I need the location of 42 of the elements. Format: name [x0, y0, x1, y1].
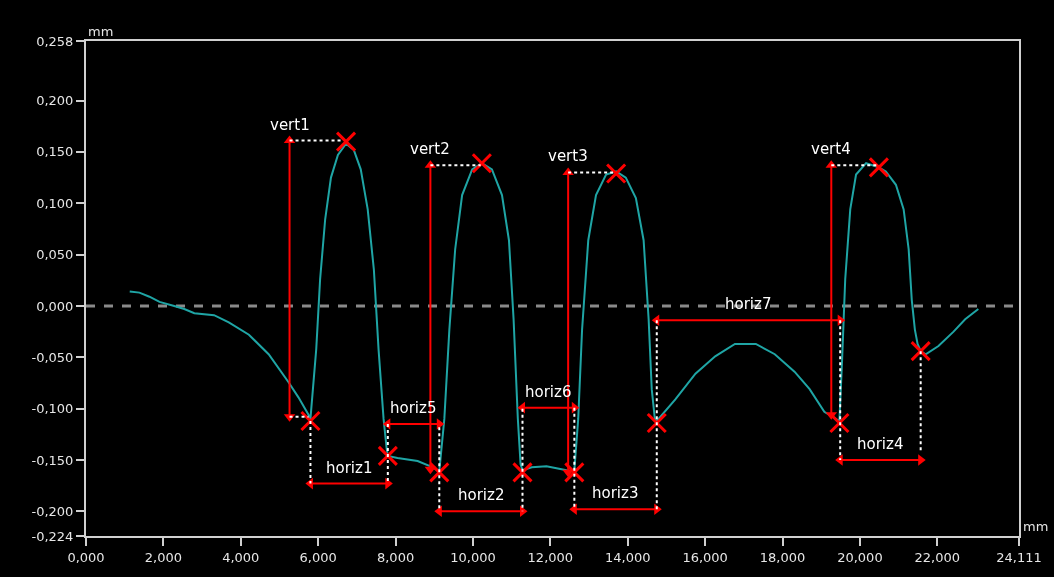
point — [299, 410, 321, 432]
y-tick-label: -0,100 — [31, 401, 74, 417]
y-tick-label: 0,100 — [36, 195, 74, 211]
annotation: horiz7 — [725, 295, 772, 313]
x-tick-label: 10,000 — [450, 549, 496, 565]
y-tick-label: -0,200 — [31, 503, 74, 519]
x-tick-label: 12,000 — [527, 549, 574, 565]
y-tick-label: -0,050 — [31, 349, 74, 365]
annotation: horiz3 — [592, 484, 639, 502]
annotation: horiz2 — [458, 486, 505, 504]
point — [511, 461, 533, 483]
x-tick-label: 4,000 — [222, 549, 260, 565]
annotation: vert2 — [410, 140, 450, 158]
point — [471, 152, 493, 174]
annotation: vert1 — [270, 116, 310, 134]
point — [335, 131, 357, 153]
annotation: horiz1 — [326, 459, 373, 477]
y-tick-label: 0,000 — [36, 298, 74, 314]
y-tick-label: 0,050 — [36, 247, 74, 263]
x-tick-label: 24,111 — [996, 549, 1042, 565]
point — [605, 162, 627, 184]
annotation: horiz4 — [857, 435, 904, 453]
x-tick-label: 6,000 — [299, 549, 337, 565]
x-tick-label: 20,000 — [837, 549, 883, 565]
y-tick-label: 0,258 — [36, 33, 74, 49]
y-tick-label: -0,150 — [31, 452, 74, 468]
x-tick-label: 16,000 — [682, 549, 728, 565]
point — [868, 156, 890, 178]
y-axis-title: mm — [88, 24, 114, 39]
x-tick-label: 0,000 — [67, 549, 105, 565]
annotation: vert3 — [548, 147, 588, 165]
point — [910, 340, 932, 362]
x-tick-label: 18,000 — [759, 549, 806, 565]
x-tick-label: 14,000 — [604, 549, 651, 565]
y-tick-label: 0,150 — [36, 144, 74, 160]
x-tick-label: 2,000 — [144, 549, 182, 565]
y-tick-label: -0,224 — [31, 528, 74, 544]
x-tick-label: 22,000 — [914, 549, 961, 565]
y-tick-label: 0,200 — [36, 93, 74, 109]
x-axis-title: mm — [1023, 519, 1049, 534]
annotation: vert4 — [811, 140, 851, 158]
x-tick-label: 8,000 — [376, 549, 415, 565]
